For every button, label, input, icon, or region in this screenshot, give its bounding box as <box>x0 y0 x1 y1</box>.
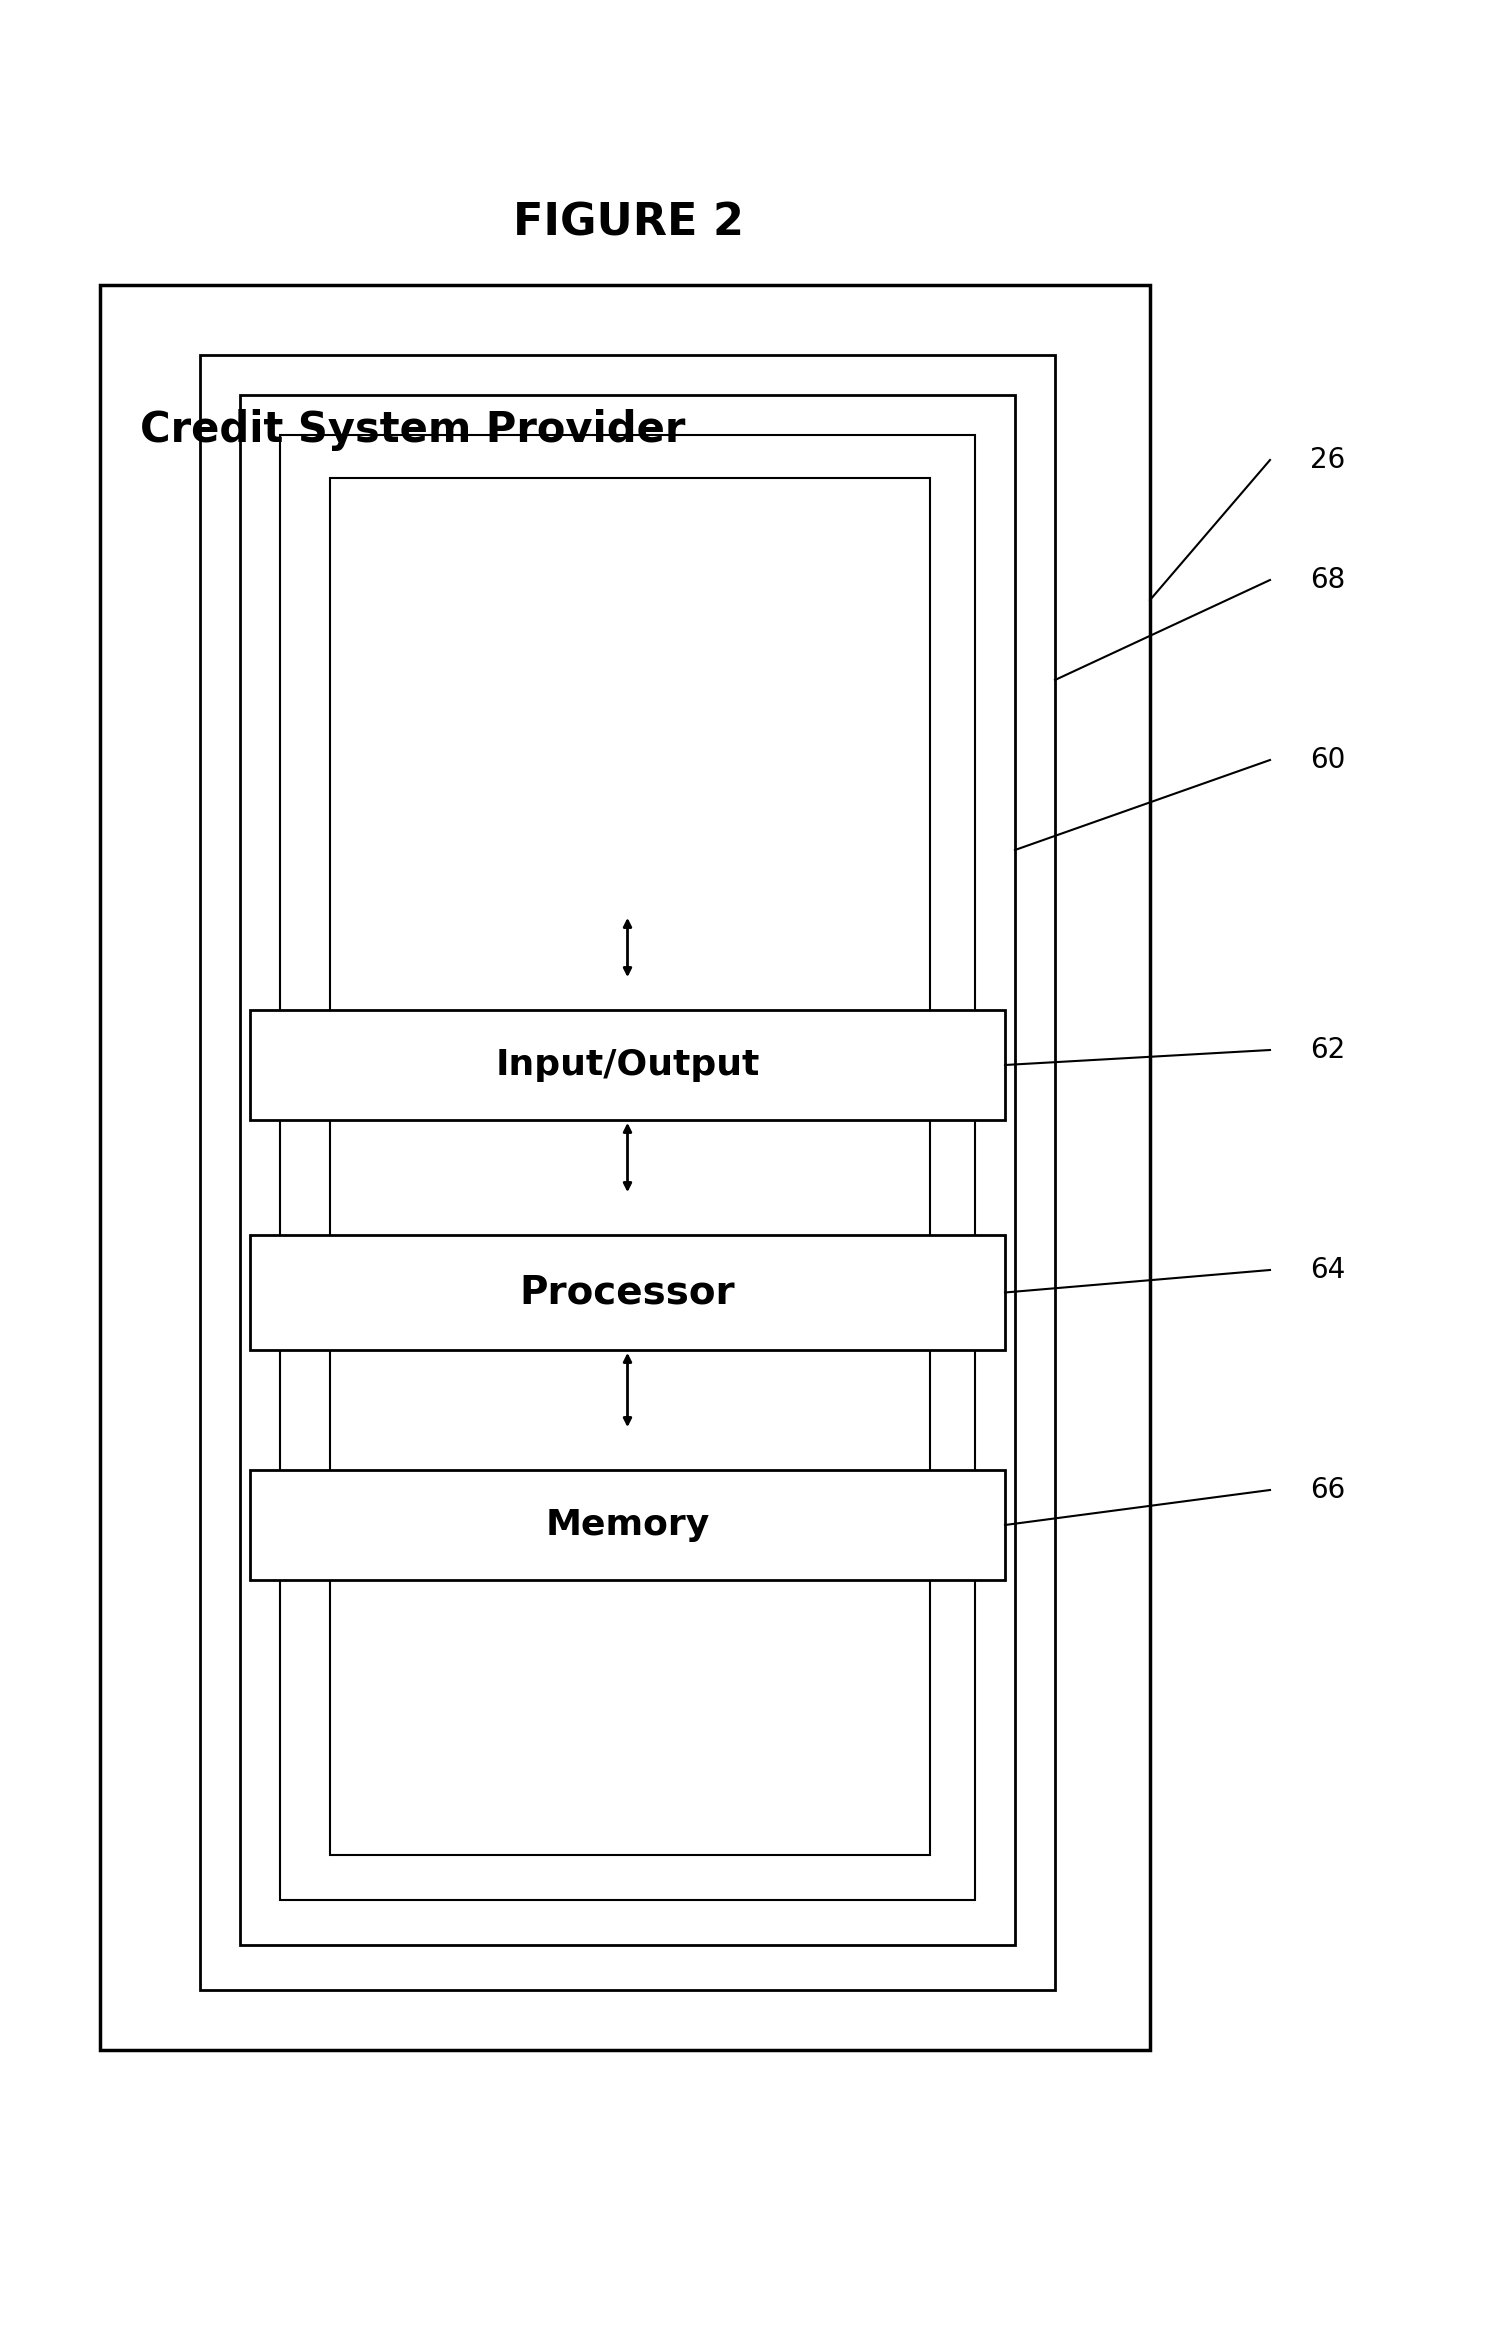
Text: 64: 64 <box>1310 1256 1345 1284</box>
Text: Input/Output: Input/Output <box>495 1049 760 1082</box>
Text: Credit System Provider: Credit System Provider <box>141 409 685 452</box>
Text: FIGURE 2: FIGURE 2 <box>513 202 744 245</box>
Text: 68: 68 <box>1310 567 1345 595</box>
Text: 60: 60 <box>1310 746 1345 774</box>
Text: 66: 66 <box>1310 1477 1345 1503</box>
Bar <box>100 285 1150 2051</box>
Text: 62: 62 <box>1310 1035 1345 1063</box>
Text: 26: 26 <box>1310 447 1345 475</box>
Bar <box>250 1235 1005 1350</box>
Bar <box>280 435 975 1900</box>
Bar <box>331 477 931 1856</box>
Bar <box>250 1009 1005 1120</box>
Bar <box>200 355 1055 1990</box>
Bar <box>250 1470 1005 1581</box>
Text: Processor: Processor <box>519 1272 736 1312</box>
Text: Memory: Memory <box>546 1508 709 1543</box>
Bar <box>239 395 1014 1945</box>
